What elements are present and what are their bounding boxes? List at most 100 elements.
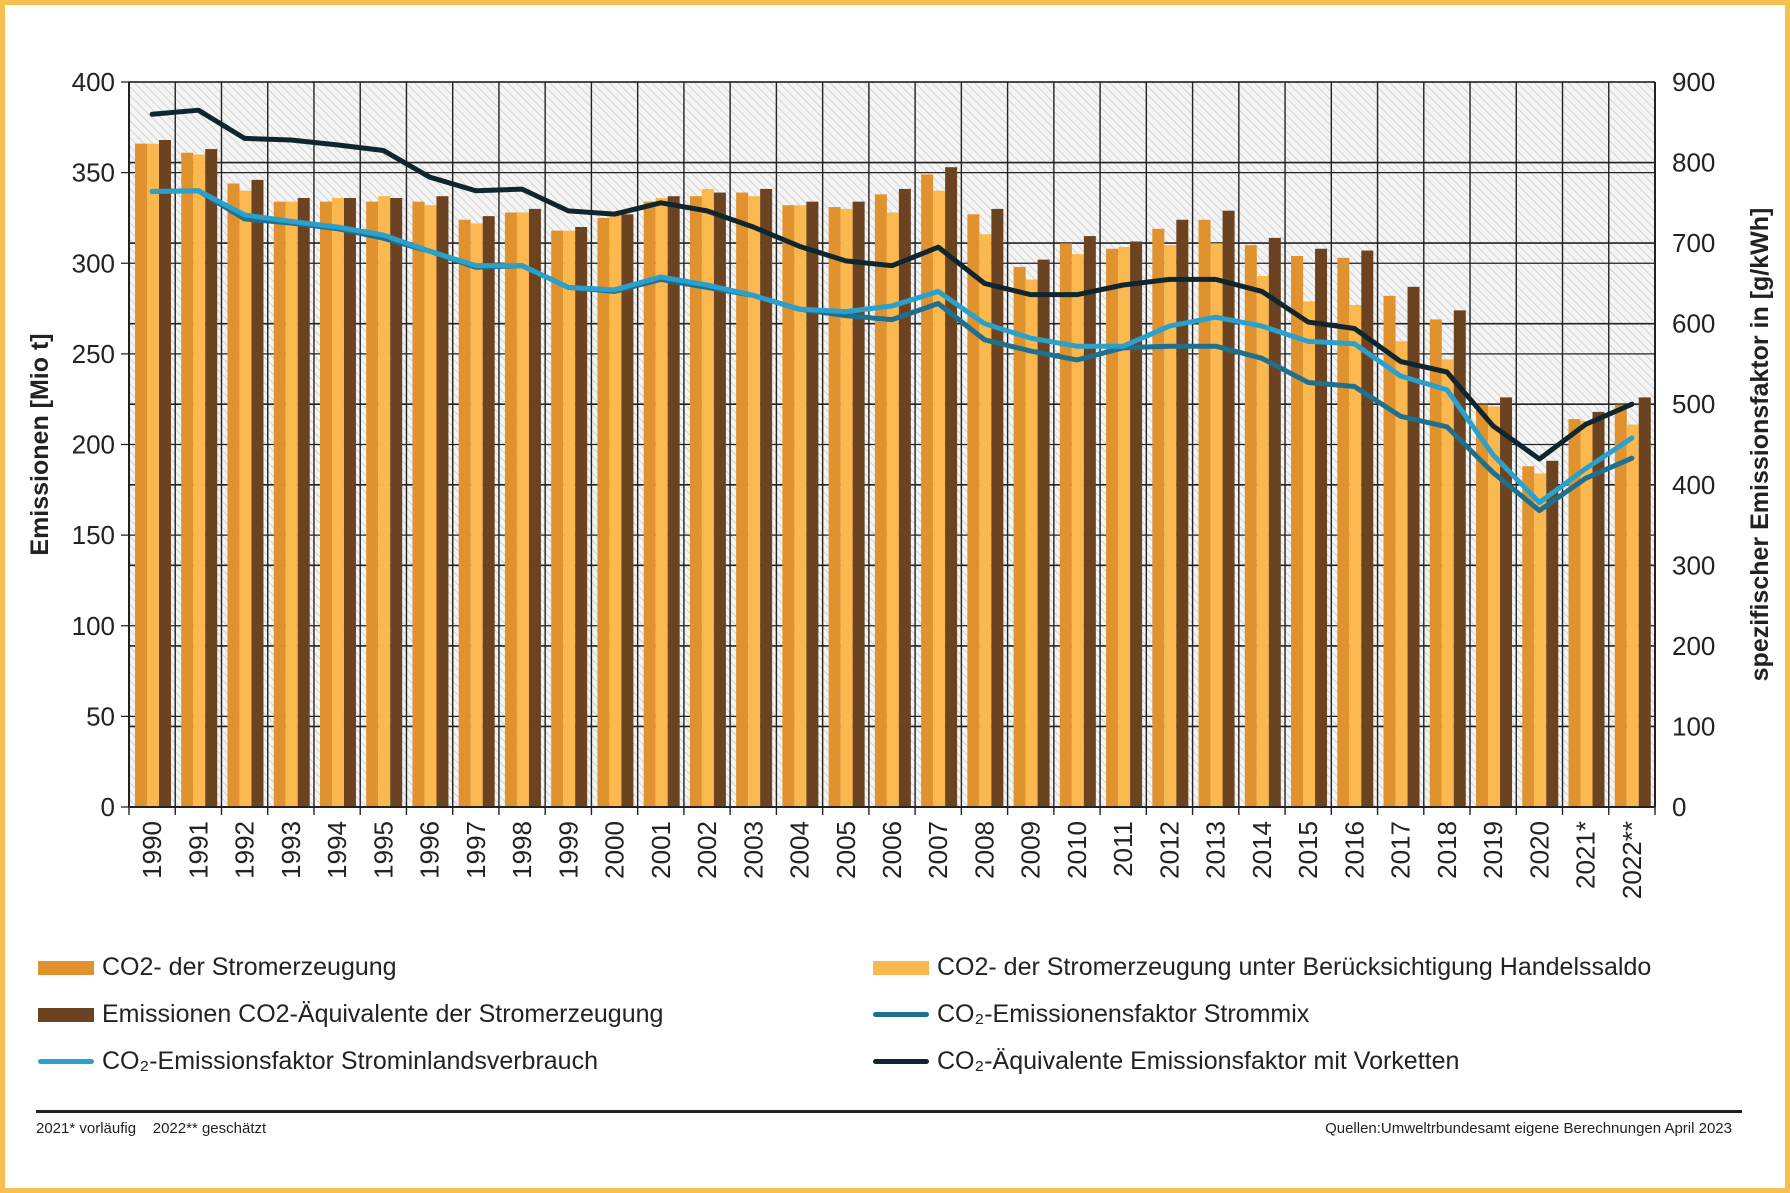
legend-label: CO₂-Äquivalente Emissionsfaktor mit Vork…	[937, 1047, 1460, 1075]
x-tick-label: 1996	[415, 821, 445, 879]
y-tick-label-left: 0	[101, 792, 115, 822]
x-tick-label: 2005	[831, 821, 861, 879]
bar-2022**-2	[1638, 397, 1651, 807]
x-tick-label: 1999	[553, 821, 583, 879]
y-tick-label-left: 50	[86, 701, 115, 731]
bar-2008-0	[967, 214, 980, 807]
bar-1992-0	[227, 183, 240, 807]
y-tick-label-right: 400	[1672, 470, 1715, 500]
bar-2008-2	[991, 208, 1004, 807]
bar-2001-1	[655, 198, 668, 807]
x-tick-label: 2006	[877, 821, 907, 879]
bar-2022**-0	[1614, 404, 1627, 807]
bar-2000-1	[609, 214, 622, 807]
x-tick-label: 1992	[230, 821, 260, 879]
bar-2011-0	[1106, 248, 1119, 807]
bar-2002-2	[713, 192, 726, 807]
legend-swatch	[38, 960, 94, 975]
legend-line	[38, 1059, 94, 1064]
bar-2017-1	[1395, 341, 1408, 807]
bar-2014-2	[1268, 237, 1281, 807]
bar-1997-0	[458, 219, 471, 807]
legend-item-inlandsverbrauch: CO₂-Emissionsfaktor Strominlandsverbrauc…	[38, 1047, 598, 1076]
bar-1992-1	[239, 190, 252, 807]
bar-1991-1	[193, 154, 206, 807]
bar-2016-0	[1337, 257, 1350, 807]
x-tick-label: 2015	[1293, 821, 1323, 879]
y-tick-label-left: 100	[72, 611, 115, 641]
bar-2015-2	[1315, 248, 1328, 807]
bar-2007-0	[921, 174, 934, 807]
x-tick-label: 2020	[1524, 821, 1554, 879]
bar-2000-0	[597, 217, 610, 807]
y-tick-label-left: 300	[72, 248, 115, 278]
bar-1997-2	[482, 216, 495, 807]
bar-2003-2	[760, 188, 773, 807]
bar-2011-2	[1130, 241, 1143, 807]
legend-item-strommix: CO₂-Emissionensfaktor Strommix	[873, 1000, 1309, 1029]
bar-2010-2	[1083, 236, 1096, 807]
bar-1994-2	[343, 198, 356, 807]
bar-1998-0	[504, 212, 517, 807]
bar-2019-2	[1500, 397, 1513, 807]
bar-2014-1	[1256, 275, 1269, 807]
footer-divider	[36, 1110, 1742, 1113]
x-tick-label: 2001	[646, 821, 676, 879]
bar-1990-0	[135, 143, 147, 807]
bar-2021*-0	[1568, 419, 1581, 807]
x-tick-label: 1993	[276, 821, 306, 879]
bar-1996-2	[436, 196, 449, 807]
x-tick-label: 2021*	[1571, 821, 1601, 889]
y-tick-label-left: 250	[72, 339, 115, 369]
bar-2017-0	[1383, 295, 1396, 807]
x-tick-label: 2018	[1432, 821, 1462, 879]
x-tick-label: 2007	[923, 821, 953, 879]
bar-1995-1	[378, 196, 391, 807]
bar-1995-0	[366, 201, 379, 807]
bar-2004-1	[794, 205, 807, 807]
bar-2018-0	[1429, 319, 1442, 807]
bar-2005-0	[828, 207, 841, 807]
bar-2021*-2	[1592, 411, 1605, 807]
bar-1999-1	[563, 230, 576, 807]
line-series-1	[149, 188, 1635, 505]
x-tick-label: 2002	[692, 821, 722, 879]
bar-1996-1	[424, 205, 437, 807]
line-series-2	[149, 107, 1635, 462]
source-note: Quellen:Umweltrbundesamt eigene Berechnu…	[1325, 1120, 1732, 1137]
legend-item-co2-stromerzeugung: CO2- der Stromerzeugung	[38, 953, 397, 982]
bar-2014-0	[1244, 245, 1257, 807]
bar-1993-1	[285, 201, 298, 807]
y-tick-label-right: 100	[1672, 711, 1715, 741]
bar-1993-2	[297, 198, 310, 807]
bar-2001-0	[643, 201, 656, 807]
bar-1991-2	[205, 149, 218, 807]
x-tick-label: 1994	[322, 821, 352, 879]
legend-item-vorketten: CO₂-Äquivalente Emissionsfaktor mit Vork…	[873, 1047, 1459, 1076]
bar-1999-0	[551, 230, 564, 807]
y-tick-label-left: 200	[72, 430, 115, 460]
bar-1997-1	[470, 223, 483, 807]
legend-label: CO2- der Stromerzeugung	[102, 953, 397, 981]
bar-1998-1	[516, 212, 529, 807]
footnote: 2021* vorläufig 2022** geschätzt	[36, 1120, 267, 1137]
bar-2004-2	[806, 201, 819, 807]
bar-2012-0	[1152, 228, 1165, 807]
legend-label: Emissionen CO2-Äquivalente der Stromerze…	[102, 1000, 664, 1028]
legend-swatch	[873, 960, 929, 975]
bar-2022**-1	[1626, 424, 1639, 807]
y-tick-label-right: 200	[1672, 631, 1715, 661]
y-tick-label-right: 800	[1672, 148, 1715, 178]
bar-1994-1	[331, 198, 344, 807]
bar-2016-1	[1349, 304, 1362, 807]
bar-2016-2	[1361, 250, 1374, 807]
bar-2012-2	[1176, 219, 1189, 807]
bar-2005-1	[840, 208, 853, 807]
legend-item-aequivalente: Emissionen CO2-Äquivalente der Stromerze…	[38, 1000, 663, 1029]
bar-2009-1	[1025, 279, 1038, 807]
bar-2010-1	[1071, 254, 1084, 807]
y-tick-label-right: 900	[1672, 67, 1715, 97]
y-tick-label-left: 150	[72, 520, 115, 550]
bar-1994-0	[319, 201, 332, 807]
